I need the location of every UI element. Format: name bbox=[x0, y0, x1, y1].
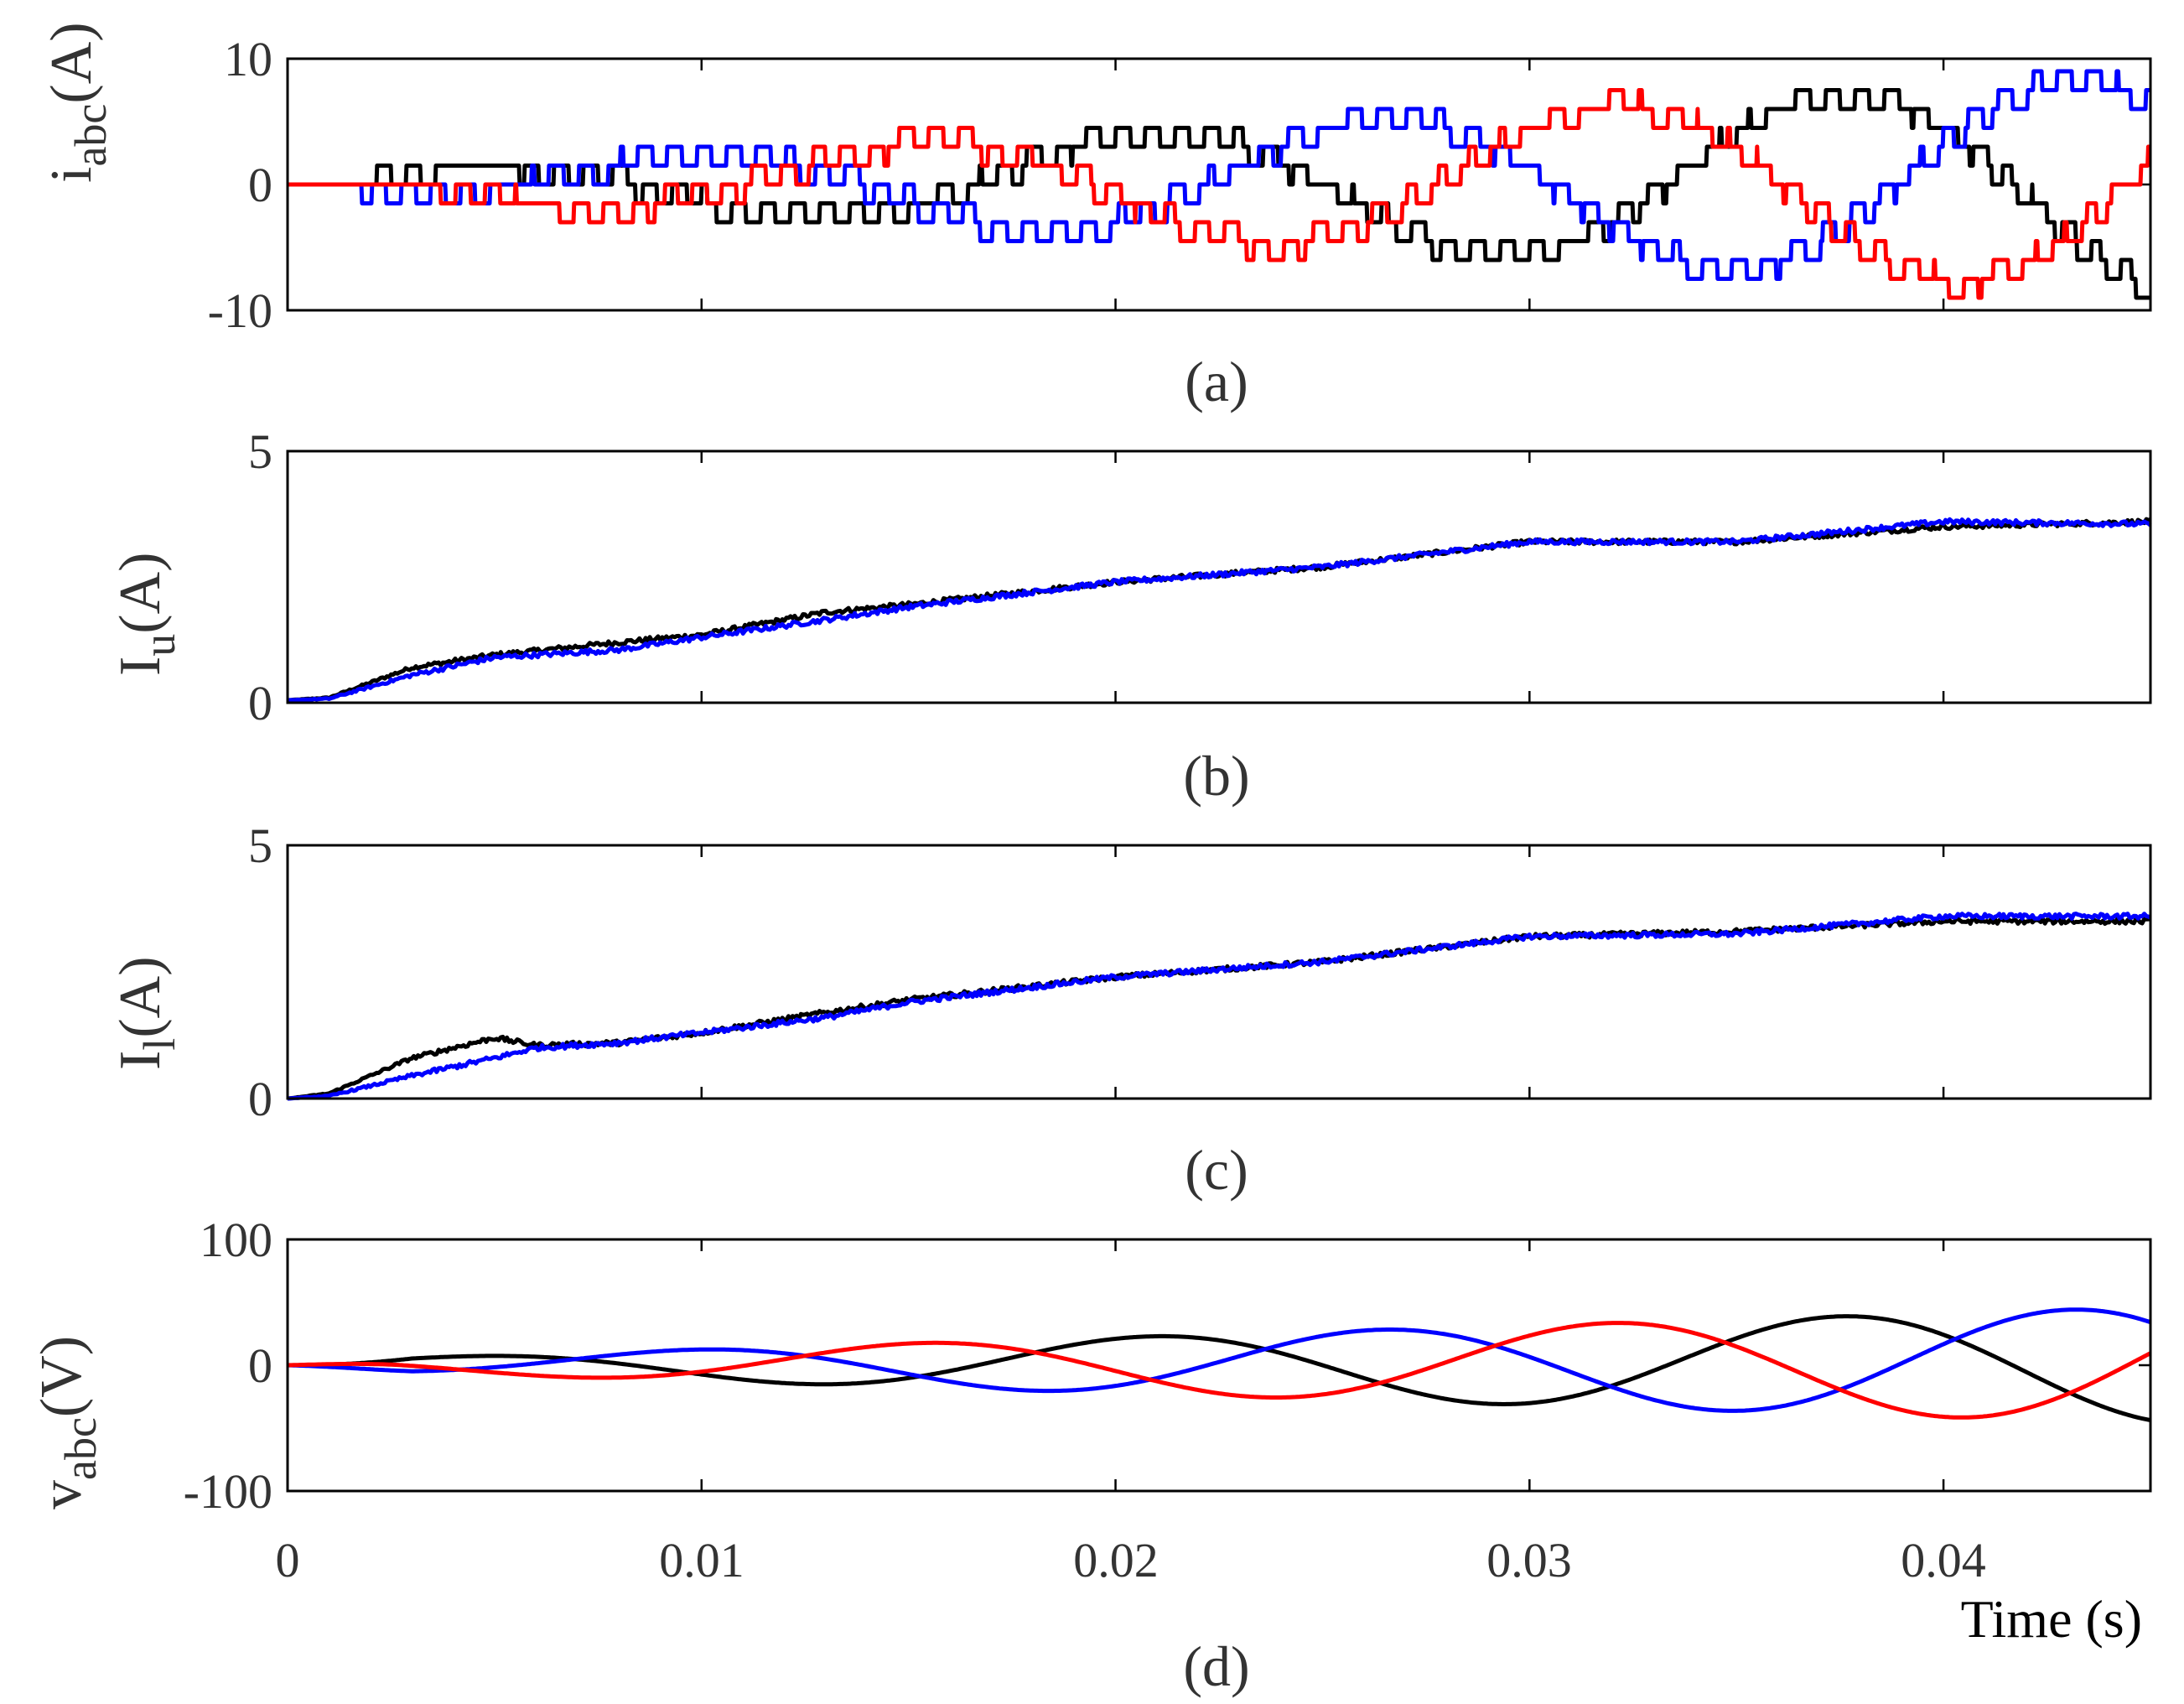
panel-b-plot bbox=[286, 449, 2152, 704]
panel-b-series-Iu-1 bbox=[287, 517, 2152, 703]
panel-a-ytick-mid: 0 bbox=[248, 158, 272, 212]
panel-a-caption: (a) bbox=[1185, 350, 1248, 413]
panel-d-ytick-top: 100 bbox=[200, 1213, 272, 1267]
panel-a-series-phase-a bbox=[286, 88, 2152, 300]
panel-c-ylabel-unit: (A) bbox=[108, 956, 173, 1037]
panel-a-ytick-bottom: -10 bbox=[208, 283, 272, 338]
panel-a-ylabel-sub: abc bbox=[65, 104, 116, 167]
panel-d-caption: (d) bbox=[1183, 1634, 1249, 1698]
panel-b-ylabel-main: I bbox=[108, 657, 173, 676]
panel-d-ylabel-sub: abc bbox=[55, 1417, 106, 1480]
panel-d-ytick-bottom: -100 bbox=[184, 1464, 272, 1519]
panel-b-series-Iu-2 bbox=[287, 517, 2152, 703]
panel-a-ylabel-main: i bbox=[39, 167, 104, 183]
panel-b-ylabel-sub: u bbox=[134, 634, 184, 657]
panel-c-series-Il-1 bbox=[287, 917, 2151, 1101]
panel-c: 5 0 Il(A) (c) bbox=[108, 818, 2152, 1202]
panel-d-ylabel-main: v bbox=[29, 1480, 94, 1509]
panel-c-plot bbox=[286, 844, 2152, 1101]
panel-d-series-phase-b bbox=[287, 1307, 2151, 1413]
panel-b-ytick-bottom: 0 bbox=[248, 676, 272, 730]
panel-b-ytick-top: 5 bbox=[248, 424, 272, 479]
panel-a-ylabel: iabc(A) bbox=[39, 22, 116, 183]
panel-d-series-phase-a bbox=[288, 1314, 2151, 1423]
panel-c-ylabel-sub: l bbox=[134, 1038, 184, 1051]
panel-b-caption: (b) bbox=[1183, 744, 1249, 808]
panel-b-ylabel: Iu(A) bbox=[108, 553, 184, 677]
x-axis-label: Time (s) bbox=[1961, 1589, 2142, 1649]
x-tick-label-1: 0.01 bbox=[659, 1533, 744, 1587]
panel-a-ylabel-unit: (A) bbox=[39, 22, 104, 103]
panel-d-series-phase-c bbox=[287, 1321, 2152, 1420]
panel-c-series-Il-2 bbox=[287, 912, 2152, 1101]
panel-a-frame bbox=[286, 57, 2152, 312]
panel-c-ytick-bottom: 0 bbox=[248, 1072, 272, 1126]
panel-d-ylabel-unit: (V) bbox=[29, 1336, 94, 1417]
panel-c-ylabel: Il(A) bbox=[108, 956, 184, 1070]
panel-d-ytick-mid: 0 bbox=[248, 1338, 272, 1393]
panel-d-frame bbox=[286, 1238, 2152, 1493]
panel-c-ylabel-main: I bbox=[108, 1051, 173, 1070]
panel-c-caption: (c) bbox=[1185, 1138, 1248, 1202]
x-tick-label-3: 0.03 bbox=[1486, 1533, 1572, 1587]
x-tick-label-2: 0.02 bbox=[1073, 1533, 1159, 1587]
panel-a: 10 0 -10 iabc(A) (a) bbox=[39, 22, 2152, 413]
panel-d-ylabel: vabc(V) bbox=[29, 1336, 106, 1509]
panel-a-ytick-top: 10 bbox=[224, 32, 272, 86]
panel-b-ylabel-unit: (A) bbox=[108, 553, 173, 634]
x-tick-label-0: 0 bbox=[276, 1533, 300, 1587]
panel-d: 100 0 -100 vabc(V) 0 0.01 0.02 0.03 0.04… bbox=[29, 1213, 2152, 1698]
panel-a-plot bbox=[286, 57, 2152, 312]
panel-d-plot bbox=[286, 1238, 2152, 1493]
panel-c-ytick-top: 5 bbox=[248, 818, 272, 873]
panel-b-frame bbox=[286, 449, 2152, 704]
panel-c-frame bbox=[286, 844, 2152, 1100]
panel-a-series-phase-c bbox=[286, 88, 2152, 300]
x-tick-label-4: 0.04 bbox=[1901, 1533, 1986, 1587]
panel-b: 5 0 Iu(A) (b) bbox=[108, 424, 2152, 808]
